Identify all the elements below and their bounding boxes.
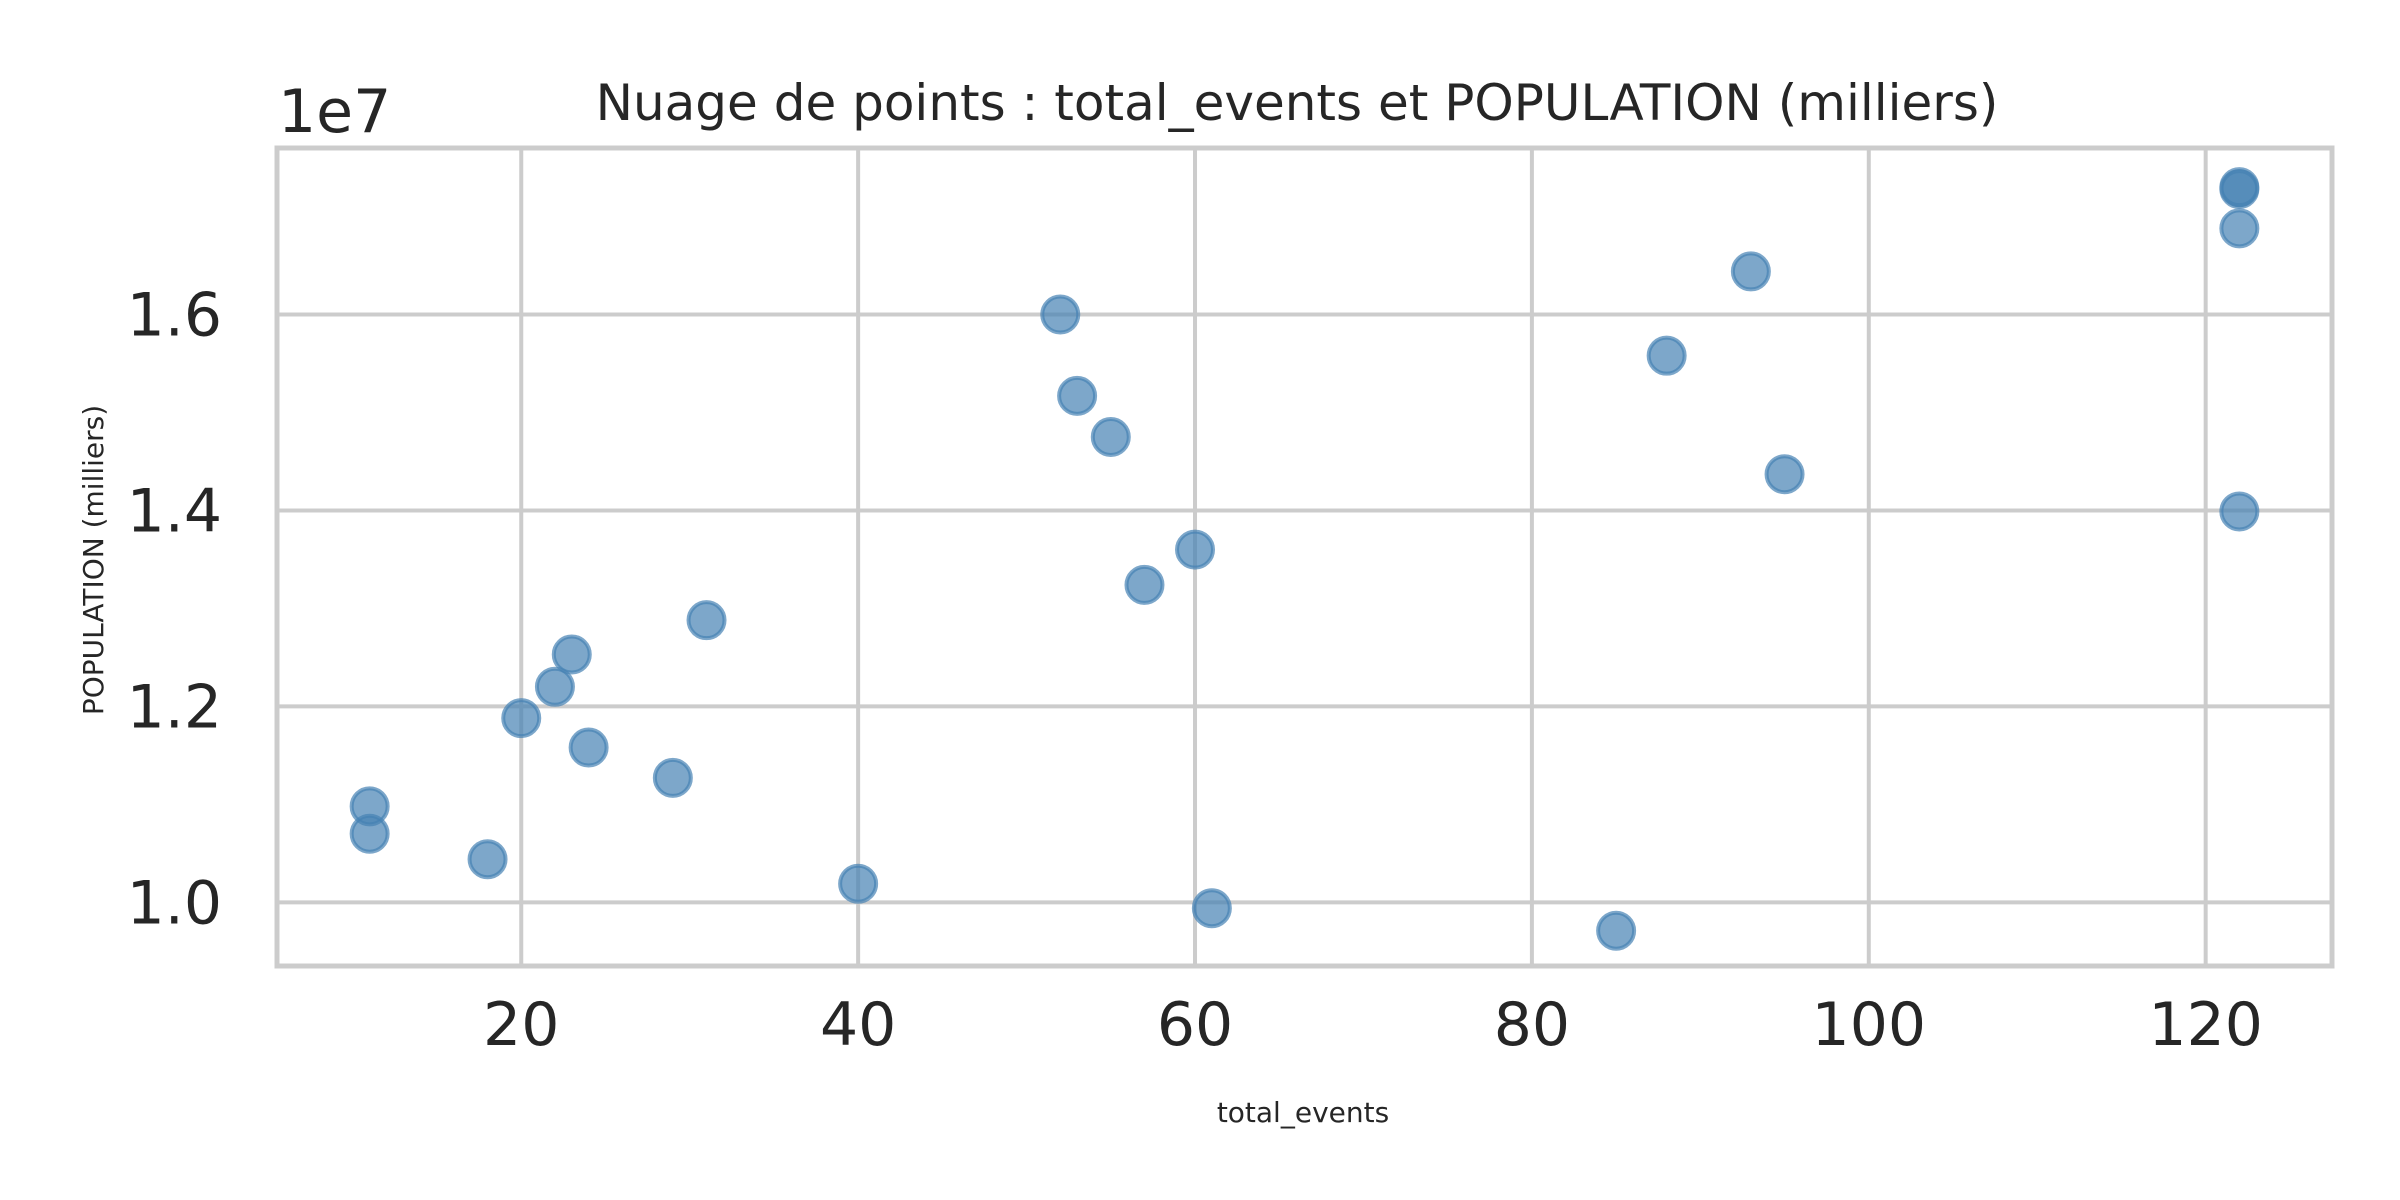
scatter-point bbox=[1191, 888, 1232, 929]
x-axis-label: total_events bbox=[1217, 1096, 1389, 1129]
scatter-point bbox=[1730, 251, 1771, 292]
x-tick-label: 80 bbox=[1494, 990, 1570, 1060]
scatter-point bbox=[551, 634, 592, 675]
scatter-point bbox=[2219, 208, 2260, 249]
x-tick-label: 20 bbox=[483, 990, 559, 1060]
x-tick-labels: 20 40 60 80 100 120 bbox=[483, 990, 2263, 1060]
scatter-point bbox=[652, 757, 693, 798]
scatter-point bbox=[686, 600, 727, 641]
y-tick-label: 1.2 bbox=[127, 672, 222, 742]
scatter-point bbox=[1124, 564, 1165, 605]
scatter-point bbox=[534, 666, 575, 707]
y-tick-labels: 1.0 1.2 1.4 1.6 bbox=[127, 281, 222, 939]
chart-title: Nuage de points : total_events et POPULA… bbox=[596, 74, 1999, 132]
scatter-point bbox=[1764, 454, 1805, 495]
scatter-point bbox=[838, 863, 879, 904]
y-offset-label: 1e7 bbox=[278, 77, 391, 147]
scatter-point bbox=[1057, 375, 1098, 416]
grid bbox=[277, 148, 2332, 966]
scatter-point bbox=[1175, 529, 1216, 570]
scatter-point bbox=[1090, 416, 1131, 457]
x-tick-label: 120 bbox=[2148, 990, 2263, 1060]
scatter-point bbox=[501, 698, 542, 739]
scatter-point bbox=[1040, 294, 1081, 335]
x-tick-label: 40 bbox=[820, 990, 896, 1060]
plot-frame bbox=[274, 145, 2335, 969]
y-tick-label: 1.6 bbox=[127, 281, 222, 351]
scatter-point bbox=[467, 839, 508, 880]
data-points bbox=[349, 167, 2260, 951]
x-tick-label: 100 bbox=[1812, 990, 1927, 1060]
y-tick-label: 1.0 bbox=[127, 868, 222, 938]
y-axis-label: POPULATION (milliers) bbox=[77, 405, 110, 715]
scatter-point bbox=[1646, 335, 1687, 376]
scatter-point bbox=[2219, 491, 2260, 532]
scatter-point bbox=[349, 813, 390, 854]
scatter-point bbox=[568, 727, 609, 768]
scatter-point bbox=[1596, 910, 1637, 951]
y-tick-label: 1.4 bbox=[127, 476, 222, 546]
x-tick-label: 60 bbox=[1157, 990, 1233, 1060]
scatter-point bbox=[2219, 169, 2260, 210]
